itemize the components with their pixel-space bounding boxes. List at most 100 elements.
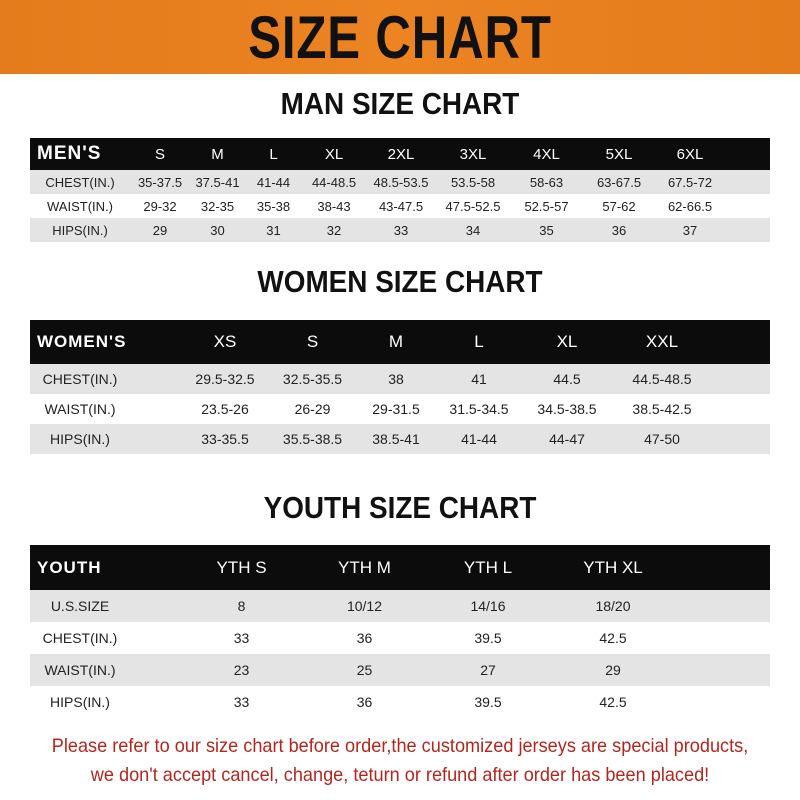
measurement-cell: 29-32	[143, 198, 177, 214]
measurement-cell: 36	[356, 694, 373, 710]
table-row: CHEST(IN.) 29.5-32.5 32.5-35.5 38 41 44.5 44.5…	[30, 364, 770, 394]
measurement-cell: 41-44	[461, 431, 497, 447]
measurement-cell: 44.5-48.5	[632, 371, 692, 387]
banner-title: SIZE CHART	[248, 3, 552, 71]
row-label: CHEST(IN.)	[42, 371, 118, 387]
size-header: 3XL	[459, 145, 487, 163]
measurement-cell: 30	[210, 222, 225, 238]
table-header-row: YOUTH YTH S YTH M YTH L YTH XL	[30, 545, 770, 590]
women-section-title: WOMEN SIZE CHART	[257, 264, 543, 299]
size-header: YTH L	[463, 557, 513, 577]
size-header: M	[388, 332, 404, 351]
measurement-cell: 33	[233, 694, 250, 710]
header-label: MEN'S	[37, 143, 102, 164]
measurement-cell: 47-50	[644, 431, 680, 447]
measurement-cell: 34	[465, 222, 481, 238]
measurement-cell: 31	[266, 222, 281, 238]
measurement-cell: 18/20	[595, 598, 631, 614]
size-header: L	[269, 145, 278, 163]
measurement-cell: 25	[356, 662, 373, 678]
measurement-cell: 33	[393, 222, 409, 238]
size-header: S	[306, 332, 319, 351]
measurement-cell: 26-29	[294, 401, 331, 417]
measurement-cell: 47.5-52.5	[445, 198, 501, 214]
measurement-cell: 34.5-38.5	[537, 401, 597, 417]
measurement-cell: 41	[471, 371, 487, 387]
measurement-cell: 10/12	[346, 598, 383, 614]
table-row: WAIST(IN.) 23.5-26 26-29 29-31.5 31.5-34.5 34…	[30, 394, 770, 424]
row-label: CHEST(IN.)	[45, 174, 115, 190]
header-label: WOMEN'S	[37, 332, 127, 351]
size-header: YTH XL	[583, 557, 643, 577]
measurement-cell: 57-62	[602, 198, 636, 214]
size-header: YTH M	[338, 557, 391, 577]
table-header-row: MEN'S S M L XL 2XL 3XL 4XL 5XL 6XL	[30, 138, 770, 170]
row-label: HIPS(IN.)	[50, 694, 110, 710]
measurement-cell: 23	[233, 662, 250, 678]
size-header: 4XL	[533, 145, 560, 163]
measurement-cell: 8	[237, 598, 246, 614]
row-label: HIPS(IN.)	[52, 222, 108, 238]
measurement-cell: 42.5	[599, 630, 627, 646]
men-section-title: MAN SIZE CHART	[280, 86, 520, 121]
measurement-cell: 42.5	[599, 694, 627, 710]
measurement-cell: 14/16	[470, 598, 506, 614]
youth-size-table: YOUTH YTH S YTH M YTH L YTH XL U.S.SIZE 8 10/12…	[30, 545, 770, 718]
measurement-cell: 35.5-38.5	[282, 431, 343, 447]
measurement-cell: 36	[611, 222, 627, 238]
measurement-cell: 32	[326, 222, 342, 238]
table-row: HIPS(IN.) 33 36 39.5 42.5	[30, 686, 770, 718]
size-header: XS	[213, 332, 237, 351]
header-label: YOUTH	[37, 557, 102, 577]
row-label: U.S.SIZE	[50, 598, 110, 614]
size-header: XL	[556, 332, 578, 351]
measurement-cell: 38	[388, 371, 404, 387]
measurement-cell: 62-66.5	[667, 198, 713, 214]
measurement-cell: 41-44	[256, 174, 291, 190]
size-header: 5XL	[605, 145, 633, 163]
measurement-cell: 33-35.5	[201, 431, 249, 447]
measurement-cell: 27	[480, 662, 496, 678]
table-row: HIPS(IN.) 29 30 31 32 33 34 35 36 37	[30, 218, 770, 242]
size-header: L	[474, 332, 484, 351]
measurement-cell: 63-67.5	[596, 174, 642, 190]
row-label: WAIST(IN.)	[44, 401, 116, 417]
men-size-table: MEN'S S M L XL 2XL 3XL 4XL 5XL 6XL CHEST(IN.) 35-37…	[30, 138, 770, 242]
size-header: 2XL	[387, 145, 415, 163]
measurement-cell: 38-43	[317, 198, 351, 214]
measurement-cell: 35-37.5	[137, 174, 183, 190]
size-header: 6XL	[676, 145, 704, 163]
measurement-cell: 38.5-41	[372, 431, 420, 447]
measurement-cell: 48.5-53.5	[373, 174, 429, 190]
measurement-cell: 31.5-34.5	[449, 401, 509, 417]
measurement-cell: 29	[152, 222, 168, 238]
measurement-cell: 58-63	[529, 174, 564, 190]
table-row: U.S.SIZE 8 10/12 14/16 18/20	[30, 590, 770, 622]
measurement-cell: 39.5	[474, 630, 502, 646]
measurement-cell: 37.5-41	[195, 174, 240, 190]
measurement-cell: 43-47.5	[378, 198, 424, 214]
size-header: XL	[324, 145, 344, 163]
row-label: CHEST(IN.)	[42, 630, 118, 646]
size-header: YTH S	[216, 557, 267, 577]
measurement-cell: 67.5-72	[667, 174, 713, 190]
women-size-table: WOMEN'S XS S M L XL XXL CHEST(IN.) 29.5-32.5 32.5…	[30, 320, 770, 454]
size-header: M	[211, 145, 224, 163]
measurement-cell: 32-35	[200, 198, 235, 214]
measurement-cell: 35-38	[256, 198, 291, 214]
table-row: CHEST(IN.) 35-37.5 37.5-41 41-44 44-48.5 48.5…	[30, 170, 770, 194]
measurement-cell: 29.5-32.5	[195, 371, 255, 387]
notice-line-2: we don't accept cancel, change, teturn o…	[90, 764, 710, 786]
measurement-cell: 32.5-35.5	[282, 371, 343, 387]
table-header-row: WOMEN'S XS S M L XL XXL	[30, 320, 770, 364]
table-row: HIPS(IN.) 33-35.5 35.5-38.5 38.5-41 41-44 44-…	[30, 424, 770, 454]
notice-line-1: Please refer to our size chart before or…	[51, 735, 749, 757]
measurement-cell: 35	[539, 222, 554, 238]
table-row: CHEST(IN.) 33 36 39.5 42.5	[30, 622, 770, 654]
table-row: WAIST(IN.) 23 25 27 29	[30, 654, 770, 686]
measurement-cell: 33	[233, 630, 250, 646]
table-row: WAIST(IN.) 29-32 32-35 35-38 38-43 43-47.5 47.…	[30, 194, 770, 218]
measurement-cell: 44.5	[553, 371, 581, 387]
size-header: XXL	[645, 332, 679, 351]
measurement-cell: 36	[356, 630, 373, 646]
